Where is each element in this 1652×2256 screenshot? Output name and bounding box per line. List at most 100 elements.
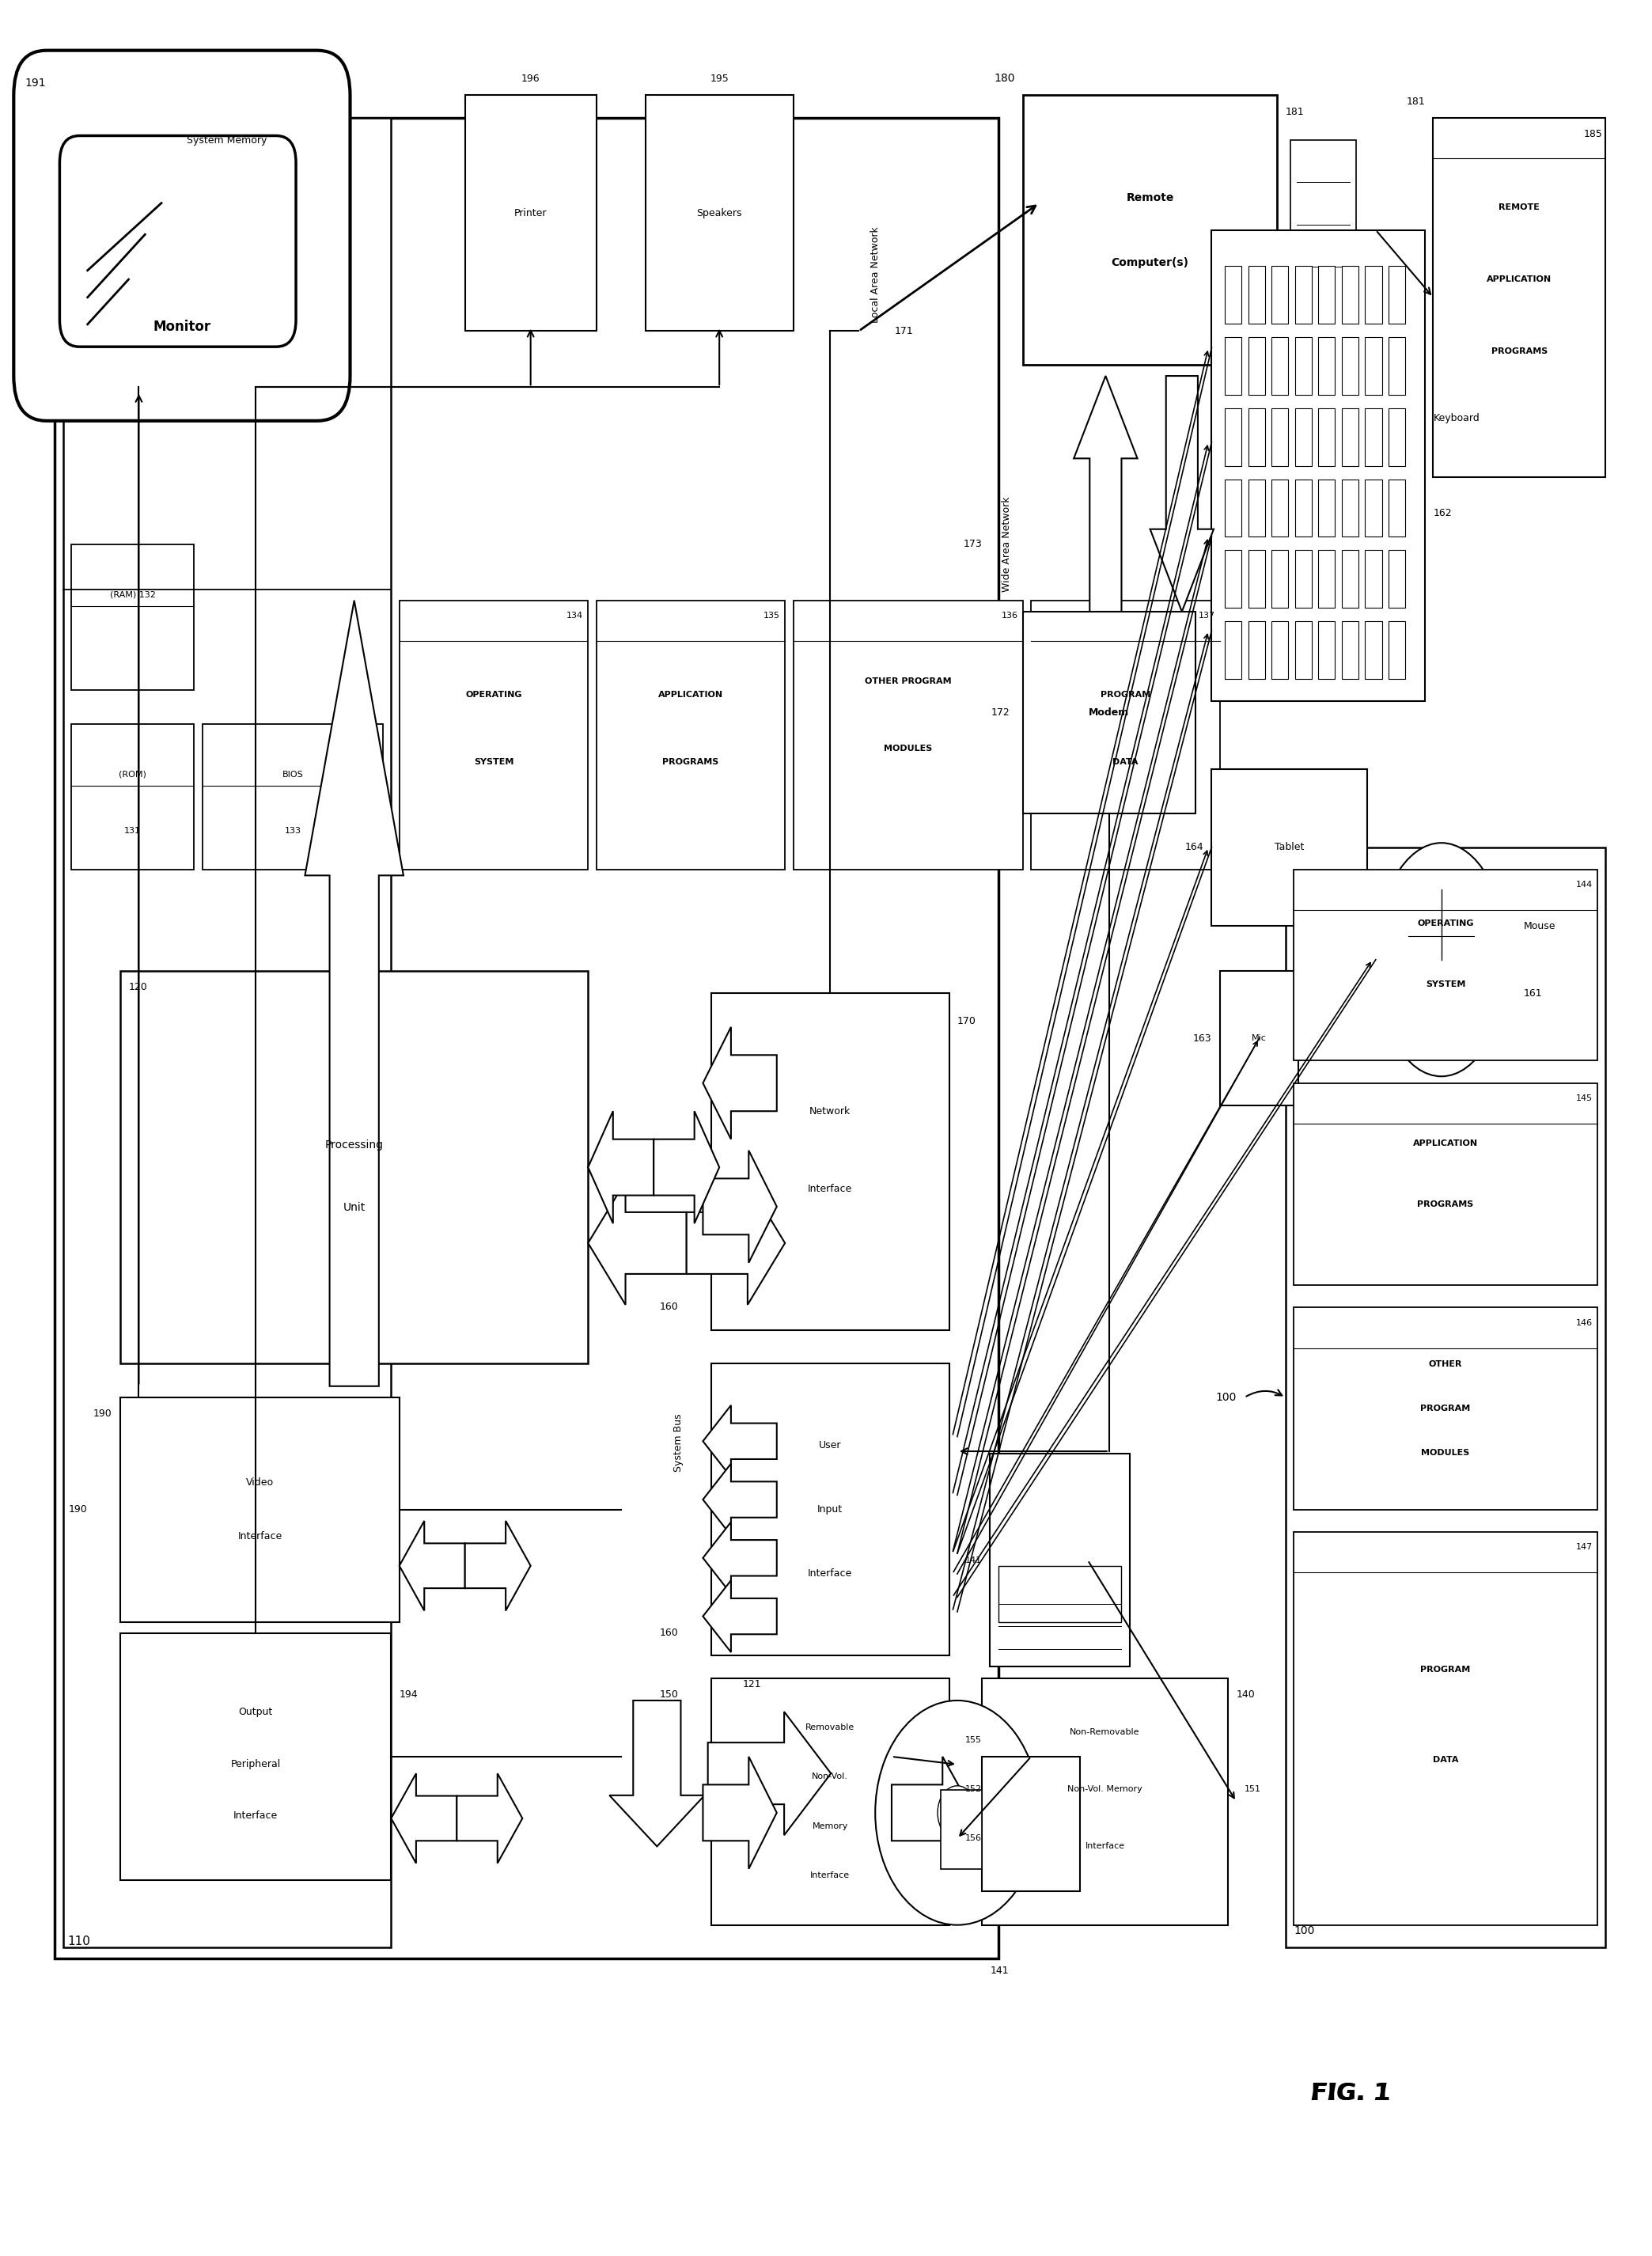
Text: PROGRAMS: PROGRAMS <box>662 758 719 767</box>
Bar <box>1272 620 1289 679</box>
Polygon shape <box>588 1112 654 1223</box>
Text: 161: 161 <box>1523 988 1541 999</box>
Text: 152: 152 <box>965 1784 983 1794</box>
Bar <box>1388 478 1406 537</box>
Polygon shape <box>702 1405 776 1478</box>
Bar <box>1272 408 1289 465</box>
Text: Printer: Printer <box>514 208 547 219</box>
Bar <box>646 95 793 332</box>
Bar <box>1294 871 1597 1060</box>
Bar <box>710 1363 950 1656</box>
Polygon shape <box>306 600 403 1385</box>
Text: 150: 150 <box>659 1690 679 1699</box>
Text: System Memory: System Memory <box>187 135 268 147</box>
Text: 181: 181 <box>1285 106 1305 117</box>
Text: 190: 190 <box>69 1505 88 1514</box>
Text: 172: 172 <box>991 708 1009 717</box>
Polygon shape <box>707 1712 831 1834</box>
Bar <box>990 1453 1130 1667</box>
Bar <box>1341 408 1358 465</box>
Text: Mic: Mic <box>1252 1033 1267 1042</box>
Polygon shape <box>702 1581 776 1651</box>
FancyBboxPatch shape <box>59 135 296 347</box>
Text: 140: 140 <box>1236 1690 1256 1699</box>
Polygon shape <box>702 1026 776 1139</box>
Circle shape <box>876 1701 1039 1924</box>
Bar <box>63 117 392 1947</box>
Bar <box>1219 970 1298 1105</box>
Bar <box>710 993 950 1331</box>
Polygon shape <box>702 1464 776 1536</box>
Text: System Bus: System Bus <box>672 1412 684 1471</box>
Polygon shape <box>400 1521 464 1611</box>
Text: FIG. 1: FIG. 1 <box>1312 2082 1391 2105</box>
Text: PROGRAMS: PROGRAMS <box>1417 1200 1474 1209</box>
Text: (ROM): (ROM) <box>119 772 147 778</box>
Bar <box>1318 266 1335 323</box>
Polygon shape <box>702 1151 776 1263</box>
Text: Non-Removable: Non-Removable <box>1070 1728 1140 1737</box>
Bar <box>998 1566 1122 1622</box>
Bar <box>1272 478 1289 537</box>
Text: BIOS: BIOS <box>282 772 304 778</box>
Bar <box>1224 620 1242 679</box>
Text: 181: 181 <box>1406 97 1426 106</box>
Text: DATA: DATA <box>1432 1755 1459 1764</box>
Text: Unit: Unit <box>344 1202 365 1214</box>
Text: MODULES: MODULES <box>884 744 932 754</box>
Text: 160: 160 <box>659 1302 679 1313</box>
Text: 163: 163 <box>1193 1033 1211 1042</box>
Polygon shape <box>702 1523 776 1593</box>
Text: Local Area Network: Local Area Network <box>871 226 881 323</box>
Text: Keyboard: Keyboard <box>1434 413 1480 424</box>
Bar <box>55 117 998 1958</box>
Bar <box>1341 478 1358 537</box>
Text: 160: 160 <box>659 1627 679 1638</box>
Bar <box>1365 266 1381 323</box>
Bar <box>1249 408 1265 465</box>
Text: (RAM) 132: (RAM) 132 <box>109 591 155 598</box>
Text: SYSTEM: SYSTEM <box>1426 981 1465 988</box>
Bar <box>1224 408 1242 465</box>
Polygon shape <box>588 1182 687 1304</box>
Text: 110: 110 <box>68 1936 91 1947</box>
Text: MODULES: MODULES <box>1421 1448 1470 1457</box>
Bar <box>1272 550 1289 607</box>
Text: 141: 141 <box>990 1965 1009 1976</box>
Text: OPERATING: OPERATING <box>466 690 522 699</box>
Text: 151: 151 <box>1244 1784 1260 1794</box>
Bar <box>1365 408 1381 465</box>
Bar <box>942 1791 981 1868</box>
Bar <box>1434 117 1606 476</box>
Bar <box>1365 550 1381 607</box>
Polygon shape <box>1074 377 1137 611</box>
Text: Mouse: Mouse <box>1523 920 1556 932</box>
Text: 155: 155 <box>965 1735 981 1744</box>
Bar <box>793 600 1023 871</box>
Text: Speakers: Speakers <box>697 208 742 219</box>
Text: FIG. 1: FIG. 1 <box>1312 2082 1391 2105</box>
Bar <box>1318 336 1335 395</box>
Text: Interface: Interface <box>809 1872 849 1879</box>
Bar <box>1388 408 1406 465</box>
Text: 156: 156 <box>965 1834 981 1843</box>
Text: 134: 134 <box>567 611 583 620</box>
Text: 170: 170 <box>957 1015 976 1026</box>
Text: Removable: Removable <box>806 1724 854 1730</box>
Text: 162: 162 <box>1434 508 1452 519</box>
Text: Output: Output <box>238 1708 273 1717</box>
Text: 185: 185 <box>1583 129 1602 140</box>
Text: 190: 190 <box>94 1408 112 1419</box>
Bar <box>1318 478 1335 537</box>
Polygon shape <box>464 1521 530 1611</box>
Bar <box>121 1396 400 1622</box>
Polygon shape <box>456 1773 522 1863</box>
Bar <box>1341 266 1358 323</box>
Bar <box>1318 550 1335 607</box>
Bar <box>1388 620 1406 679</box>
Bar <box>710 1678 950 1924</box>
Text: 141: 141 <box>965 1557 981 1563</box>
Bar <box>1031 600 1219 871</box>
Text: OPERATING: OPERATING <box>1417 918 1474 927</box>
Text: PROGRAM: PROGRAM <box>1421 1405 1470 1412</box>
